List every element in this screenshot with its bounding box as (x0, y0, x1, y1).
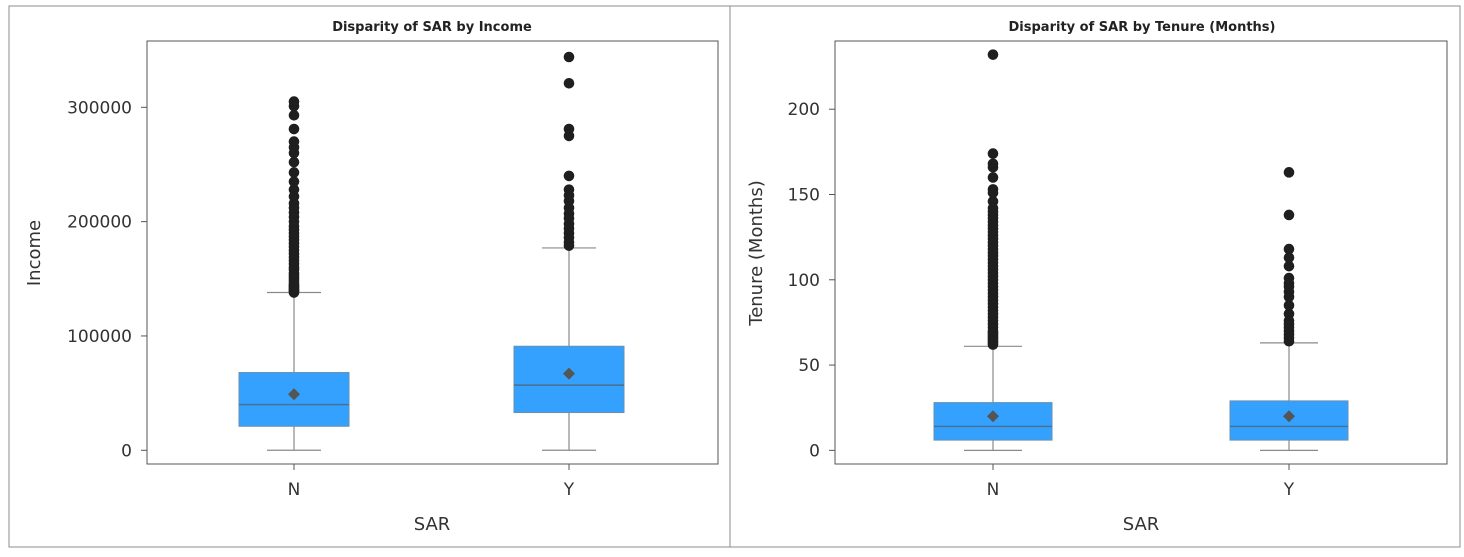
outlier-point (1283, 272, 1295, 284)
outlier-point (563, 78, 575, 89)
outlier-point (1283, 308, 1295, 320)
box-income-y (513, 51, 625, 451)
box-income-n (238, 96, 350, 451)
box-tenure-n (933, 49, 1053, 451)
outlier-point (1283, 252, 1295, 263)
x-axis-label-tenure: SAR (1123, 514, 1160, 535)
x-tick-label-income: N (288, 480, 301, 500)
outlier-point (987, 196, 999, 207)
x-tick-label-income: Y (563, 480, 575, 500)
mean-marker (563, 367, 575, 380)
outlier-point (987, 184, 999, 195)
chart-title-tenure: Disparity of SAR by Tenure (Months) (1009, 20, 1276, 35)
outlier-point (563, 170, 575, 182)
outlier-point (288, 136, 300, 147)
outlier-point (288, 184, 300, 195)
y-axis-label-income: Income (24, 220, 45, 286)
outlier-point (987, 148, 999, 159)
outlier-point (563, 123, 575, 135)
outlier-point (1283, 209, 1295, 221)
plot-area-tenure: 0 50 100 150 200 N Y (788, 40, 1448, 500)
outlier-point (1283, 243, 1295, 255)
y-tick-label-tenure: 50 (798, 356, 820, 376)
outlier-point (288, 110, 300, 121)
x-axis-label-income: SAR (414, 514, 451, 535)
outlier-point (1283, 167, 1295, 178)
x-tick-label-tenure: N (987, 480, 1000, 500)
y-tick-label-tenure: 100 (788, 271, 820, 291)
outlier-point (563, 51, 575, 63)
y-axis-label-tenure: Tenure (Months) (746, 180, 767, 326)
panel-frame-income (8, 5, 731, 548)
outlier-point (1283, 260, 1295, 272)
outlier-point (987, 158, 999, 170)
y-tick-label-income: 100000 (67, 327, 132, 347)
outlier-point (1283, 300, 1295, 311)
y-tick-label-tenure: 0 (809, 441, 820, 461)
outlier-point (987, 49, 999, 60)
box-iqr (933, 402, 1053, 441)
mean-marker (288, 388, 300, 401)
plot-area-income: 0 100000 200000 300000 N Y (67, 40, 719, 500)
outlier-point (288, 167, 300, 178)
panel-frame-tenure (729, 5, 1461, 548)
mean-marker (987, 410, 999, 423)
chart-title-income: Disparity of SAR by Income (332, 20, 532, 35)
y-tick-label-income: 300000 (67, 98, 132, 118)
x-tick-label-tenure: Y (1283, 480, 1295, 500)
mean-marker (1283, 410, 1295, 423)
y-tick-label-income: 0 (121, 441, 132, 461)
outlier-point (288, 156, 300, 168)
outlier-point (288, 123, 300, 135)
box-tenure-y (1229, 167, 1349, 451)
outlier-point (987, 172, 999, 183)
plot-frame-income (146, 40, 719, 465)
plot-frame-tenure (834, 40, 1448, 465)
outlier-point (288, 176, 300, 187)
y-tick-label-tenure: 150 (788, 186, 820, 206)
outlier-point (563, 184, 575, 195)
y-tick-label-income: 200000 (67, 213, 132, 233)
outlier-point (288, 96, 300, 107)
y-tick-label-tenure: 200 (788, 100, 820, 120)
